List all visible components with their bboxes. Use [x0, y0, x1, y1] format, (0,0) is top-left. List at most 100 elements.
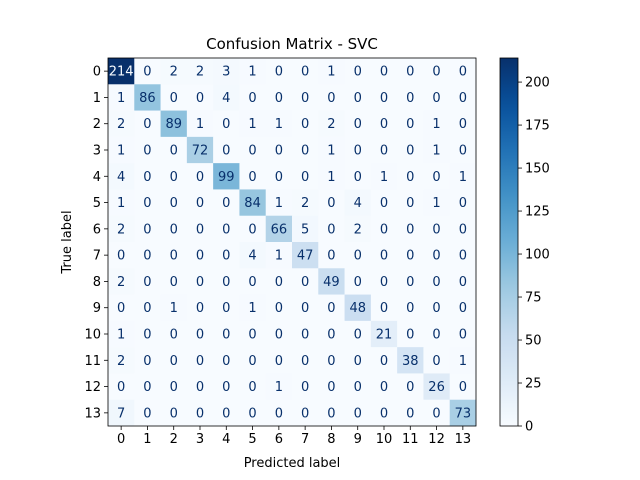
- cell-value-label: 0: [196, 301, 204, 316]
- cell-value-label: 4: [248, 249, 256, 264]
- heatmap-cell: [160, 373, 188, 401]
- cell-value-label: 0: [354, 380, 362, 395]
- heatmap-cell: [265, 110, 293, 138]
- x-axis-label: Predicted label: [244, 456, 341, 471]
- cell-value-label: 0: [117, 301, 125, 316]
- cell-value-label: 0: [301, 354, 309, 369]
- cell-value-label: 0: [143, 196, 151, 211]
- cell-value-label: 0: [248, 406, 256, 421]
- cell-value-label: 0: [170, 354, 178, 369]
- cell-value-label: 0: [354, 328, 362, 343]
- cell-value-label: 0: [354, 249, 362, 264]
- heatmap-cell: [423, 58, 451, 85]
- cell-value-label: 0: [327, 380, 335, 395]
- heatmap-cell: [344, 58, 372, 85]
- heatmap-cell: [160, 268, 188, 295]
- cell-value-label: 0: [222, 117, 230, 132]
- cell-value-label: 0: [196, 170, 204, 185]
- cell-value-label: 0: [301, 275, 309, 290]
- heatmap-cell: [134, 320, 161, 348]
- cell-value-label: 0: [406, 196, 414, 211]
- cell-value-label: 0: [222, 354, 230, 369]
- heatmap-cell: [344, 84, 372, 111]
- cell-value-label: 2: [354, 222, 362, 237]
- heatmap-cell: [265, 58, 293, 85]
- heatmap-cell: [108, 399, 135, 427]
- cell-value-label: 0: [459, 117, 467, 132]
- heatmap-cell: [134, 242, 161, 269]
- cell-value-label: 0: [459, 196, 467, 211]
- cell-value-label: 0: [143, 249, 151, 264]
- cell-value-label: 0: [301, 301, 309, 316]
- heatmap-cell: [449, 268, 477, 295]
- cell-value-label: 0: [196, 406, 204, 421]
- cell-value-label: 0: [354, 91, 362, 106]
- cell-value-label: 0: [275, 65, 283, 80]
- cell-value-label: 0: [380, 301, 388, 316]
- cell-value-label: 0: [275, 170, 283, 185]
- heatmap-cell: [423, 242, 451, 269]
- cell-value-label: 0: [143, 117, 151, 132]
- y-tick-label: 12: [84, 380, 101, 395]
- cell-value-label: 0: [275, 91, 283, 106]
- cell-value-label: 0: [170, 249, 178, 264]
- cell-value-label: 0: [380, 65, 388, 80]
- heatmap-cell: [213, 268, 240, 295]
- x-tick-label: 4: [222, 432, 230, 447]
- heatmap-cell: [108, 268, 135, 295]
- heatmap-cell: [397, 347, 424, 374]
- cell-value-label: 1: [117, 328, 125, 343]
- y-tick-label: 8: [93, 275, 101, 290]
- cell-value-label: 0: [170, 170, 178, 185]
- cell-value-label: 2: [117, 117, 125, 132]
- cell-value-label: 0: [196, 91, 204, 106]
- heatmap-cell: [318, 84, 345, 111]
- cell-value-label: 0: [406, 170, 414, 185]
- cell-value-label: 0: [170, 275, 178, 290]
- heatmap-cell: [265, 320, 293, 348]
- cell-value-label: 0: [143, 301, 151, 316]
- cell-value-label: 2: [117, 354, 125, 369]
- cell-value-label: 0: [170, 406, 178, 421]
- colorbar-tick-label: 150: [525, 162, 550, 177]
- heatmap-cell: [344, 320, 372, 348]
- cell-value-label: 86: [139, 91, 156, 106]
- y-tick-label: 7: [93, 249, 101, 264]
- cell-value-label: 0: [406, 91, 414, 106]
- heatmap-cell: [318, 136, 345, 164]
- cell-value-label: 48: [349, 301, 366, 316]
- heatmap-cell: [449, 110, 477, 138]
- heatmap-cell: [449, 242, 477, 269]
- cell-value-label: 0: [196, 222, 204, 237]
- cell-value-label: 47: [297, 249, 314, 264]
- x-tick-label: 9: [354, 432, 362, 447]
- cell-value-label: 0: [143, 65, 151, 80]
- cell-value-label: 0: [275, 406, 283, 421]
- heatmap-cell: [344, 399, 372, 427]
- heatmap-cell: [344, 189, 372, 217]
- heatmap-cell: [239, 215, 267, 243]
- cell-value-label: 0: [275, 144, 283, 159]
- cell-value-label: 4: [222, 91, 230, 106]
- heatmap-cell: [423, 373, 451, 401]
- cell-value-label: 0: [143, 328, 151, 343]
- cell-value-label: 0: [354, 117, 362, 132]
- cell-value-label: 0: [301, 144, 309, 159]
- heatmap-cell: [318, 399, 345, 427]
- heatmap-cell: [423, 215, 451, 243]
- heatmap-cell: [292, 373, 319, 401]
- heatmap-cell: [292, 189, 319, 217]
- cell-value-label: 1: [117, 196, 125, 211]
- heatmap-cell: [160, 320, 188, 348]
- heatmap-cell: [265, 347, 293, 374]
- cell-value-label: 0: [248, 354, 256, 369]
- x-tick-label: 8: [327, 432, 335, 447]
- heatmap-cell: [318, 242, 345, 269]
- heatmap-cell: [397, 320, 424, 348]
- cell-value-label: 0: [380, 406, 388, 421]
- cell-value-label: 0: [196, 275, 204, 290]
- cell-value-label: 0: [222, 380, 230, 395]
- heatmap-cell: [160, 294, 188, 322]
- cell-value-label: 72: [192, 144, 209, 159]
- cell-value-label: 0: [459, 222, 467, 237]
